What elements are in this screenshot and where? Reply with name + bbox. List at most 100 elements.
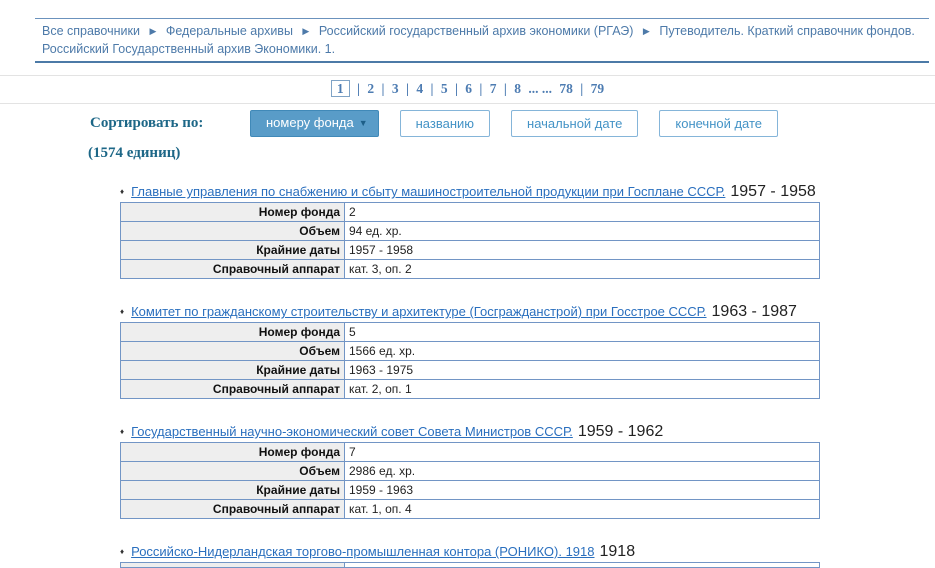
fond-details-table: Номер фонда 7 Объем 2986 ед. хр. Крайние д…	[120, 442, 820, 519]
sort-button-label: номеру фонда	[266, 115, 354, 130]
pagination-page-3[interactable]: 3	[391, 81, 399, 96]
sort-button-group: номеру фонда ▼ названию начальной дате ко…	[250, 110, 779, 137]
pagination-page-78[interactable]: 78	[559, 81, 573, 96]
fond-details-table	[120, 562, 820, 568]
volume-label: Объем	[120, 341, 345, 361]
fond-title-link[interactable]: Российско-Нидерландская торгово-промышле…	[131, 544, 595, 559]
volume-label: Объем	[120, 461, 345, 481]
table-row: Объем 2986 ед. хр.	[120, 461, 820, 481]
pagination-page-79[interactable]: 79	[590, 81, 605, 96]
sort-by-start-date-button[interactable]: начальной дате	[511, 110, 639, 137]
fond-dates: 1918	[599, 543, 636, 560]
pagination-separator: |	[430, 81, 434, 96]
sort-label: Сортировать по:	[90, 115, 204, 131]
breadcrumb: Все справочники ▶ Федеральные архивы ▶ Р…	[35, 18, 929, 63]
bullet-icon: ♦	[120, 427, 125, 436]
table-row: Справочный аппарат кат. 3, оп. 2	[120, 259, 820, 279]
fond-number-value: 7	[344, 442, 820, 462]
table-row: Номер фонда 2	[120, 202, 820, 222]
pagination-page-2[interactable]: 2	[367, 81, 375, 96]
fond-dates: 1959 - 1962	[577, 423, 664, 440]
fond-number-label	[120, 562, 345, 568]
pagination-separator: |	[454, 81, 458, 96]
fond-number-label: Номер фонда	[120, 202, 345, 222]
fond-title-row: ♦ Комитет по гражданскому строительству и…	[120, 303, 935, 321]
unit-count: (1574 единиц)	[88, 145, 181, 161]
fond-title-link[interactable]: Комитет по гражданскому строительству и …	[131, 304, 707, 319]
fond-title-row: ♦ Государственный научно-экономический со…	[120, 423, 935, 441]
pagination-separator: |	[381, 81, 385, 96]
pagination-page-4[interactable]: 4	[416, 81, 424, 96]
pagination-separator: |	[580, 81, 584, 96]
fond-number-value: 2	[344, 202, 820, 222]
fond-item: ♦ Государственный научно-экономический со…	[120, 423, 935, 519]
breadcrumb-item-current-guide: Путеводитель. Краткий справочник фондов.…	[42, 24, 915, 56]
fond-list: ♦ Главные управления по снабжению и сбыту…	[120, 183, 935, 568]
volume-value: 94 ед. хр.	[344, 221, 820, 241]
volume-value: 2986 ед. хр.	[344, 461, 820, 481]
sort-by-title-button[interactable]: названию	[399, 110, 491, 137]
extreme-dates-label: Крайние даты	[120, 480, 345, 500]
table-row: Крайние даты 1959 - 1963	[120, 480, 820, 500]
fond-number-label: Номер фонда	[120, 442, 345, 462]
divider	[0, 75, 935, 76]
reference-apparatus-label: Справочный аппарат	[120, 259, 345, 279]
bullet-icon: ♦	[120, 547, 125, 556]
chevron-down-icon: ▼	[358, 118, 368, 128]
pagination-separator: |	[479, 81, 483, 96]
pagination-separator: |	[405, 81, 409, 96]
fond-title-link[interactable]: Государственный научно-экономический сов…	[131, 424, 573, 439]
fond-item: ♦ Комитет по гражданскому строительству и…	[120, 303, 935, 399]
extreme-dates-value: 1963 - 1975	[344, 360, 820, 380]
fond-title-row: ♦ Российско-Нидерландская торгово-промышл…	[120, 543, 935, 561]
fond-item: ♦ Российско-Нидерландская торгово-промышл…	[120, 543, 935, 568]
fond-dates: 1963 - 1987	[711, 303, 797, 320]
breadcrumb-separator-icon: ▶	[642, 26, 650, 36]
breadcrumb-separator-icon: ▶	[302, 26, 310, 36]
breadcrumb-item-rgae[interactable]: Российский государственный архив экономи…	[318, 24, 634, 38]
table-row: Крайние даты 1963 - 1975	[120, 360, 820, 380]
archive-guide-page: { "breadcrumb": { "separator": "▶", "ite…	[0, 18, 935, 568]
reference-apparatus-label: Справочный аппарат	[120, 499, 345, 519]
fond-title-row: ♦ Главные управления по снабжению и сбыту…	[120, 183, 935, 201]
reference-apparatus-value: кат. 1, оп. 4	[344, 499, 820, 519]
extreme-dates-label: Крайние даты	[120, 240, 345, 260]
sort-by-fond-number-button[interactable]: номеру фонда ▼	[250, 110, 379, 137]
pagination-current-page[interactable]: 1	[330, 80, 350, 97]
table-row: Крайние даты 1957 - 1958	[120, 240, 820, 260]
reference-apparatus-value: кат. 2, оп. 1	[344, 379, 820, 399]
fond-number-label: Номер фонда	[120, 322, 345, 342]
table-row: Номер фонда 5	[120, 322, 820, 342]
fond-number-value	[344, 562, 820, 568]
extreme-dates-label: Крайние даты	[120, 360, 345, 380]
table-row: Номер фонда 7	[120, 442, 820, 462]
breadcrumb-item-federal-archives[interactable]: Федеральные архивы	[165, 24, 293, 38]
breadcrumb-item-all-guides[interactable]: Все справочники	[42, 24, 140, 38]
reference-apparatus-label: Справочный аппарат	[120, 379, 345, 399]
pagination-page-6[interactable]: 6	[465, 81, 473, 96]
table-row: Объем 94 ед. хр.	[120, 221, 820, 241]
reference-apparatus-value: кат. 3, оп. 2	[344, 259, 820, 279]
pagination-page-5[interactable]: 5	[440, 81, 448, 96]
fond-number-value: 5	[344, 322, 820, 342]
sort-by-end-date-button[interactable]: конечной дате	[659, 110, 779, 137]
fond-title-link[interactable]: Главные управления по снабжению и сбыту …	[131, 184, 726, 199]
table-row	[120, 562, 820, 568]
table-row: Справочный аппарат кат. 2, оп. 1	[120, 379, 820, 399]
pagination-separator: |	[503, 81, 507, 96]
fond-dates: 1957 - 1958	[730, 183, 816, 200]
volume-value: 1566 ед. хр.	[344, 341, 820, 361]
pagination-ellipsis: ... ...	[528, 81, 553, 96]
table-row: Объем 1566 ед. хр.	[120, 341, 820, 361]
extreme-dates-value: 1957 - 1958	[344, 240, 820, 260]
volume-label: Объем	[120, 221, 345, 241]
pagination-page-7[interactable]: 7	[489, 81, 497, 96]
fond-details-table: Номер фонда 2 Объем 94 ед. хр. Крайние дат…	[120, 202, 820, 279]
extreme-dates-value: 1959 - 1963	[344, 480, 820, 500]
breadcrumb-separator-icon: ▶	[149, 26, 157, 36]
pagination-separator: |	[357, 81, 360, 96]
sort-controls: Сортировать по: номеру фонда ▼ названию н…	[90, 110, 935, 137]
bullet-icon: ♦	[120, 187, 125, 196]
bullet-icon: ♦	[120, 307, 125, 316]
pagination-page-8[interactable]: 8	[514, 81, 522, 96]
